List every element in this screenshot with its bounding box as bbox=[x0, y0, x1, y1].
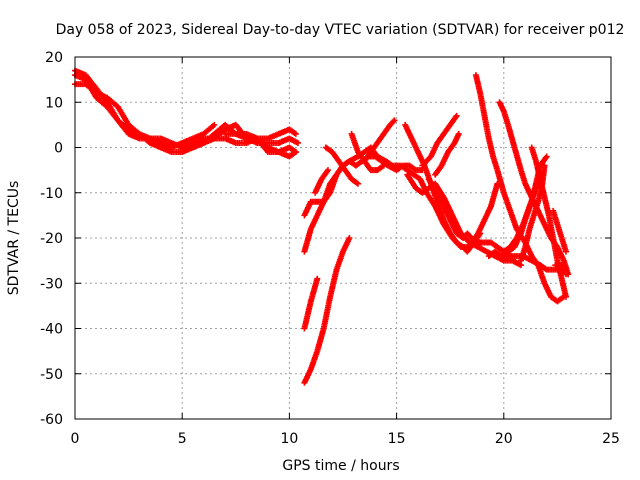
data-point bbox=[562, 293, 569, 300]
data-points bbox=[72, 67, 572, 386]
data-point bbox=[391, 117, 398, 124]
data-point bbox=[324, 167, 331, 174]
y-tick-label: 0 bbox=[54, 141, 63, 157]
series-s13 bbox=[361, 117, 398, 165]
series-s16 bbox=[432, 130, 462, 178]
data-point bbox=[543, 153, 550, 160]
y-tick-label: -10 bbox=[40, 186, 63, 202]
x-axis-label: GPS time / hours bbox=[282, 458, 399, 474]
x-tick-label: 20 bbox=[495, 431, 513, 447]
data-point bbox=[292, 149, 299, 156]
series-s6 bbox=[301, 275, 321, 332]
plot-frame bbox=[74, 56, 612, 420]
data-point bbox=[294, 139, 301, 146]
y-tick-label: 20 bbox=[45, 50, 63, 66]
y-tick-label: -50 bbox=[40, 367, 63, 383]
x-tick-label: 15 bbox=[388, 431, 406, 447]
data-point bbox=[562, 248, 569, 255]
x-tick-label: 0 bbox=[71, 431, 80, 447]
y-tick-label: -40 bbox=[40, 322, 63, 338]
chart-title: Day 058 of 2023, Sidereal Day-to-day VTE… bbox=[56, 22, 625, 38]
data-point bbox=[380, 162, 387, 169]
series-s5 bbox=[222, 130, 299, 160]
data-point bbox=[355, 180, 362, 187]
series-s7 bbox=[301, 235, 353, 386]
data-point bbox=[292, 130, 299, 137]
axis-ticks: 0 5 10 15 20 25 -60 -50 -40 -30 -20 -10 0 10 20 bbox=[40, 50, 620, 447]
data-point bbox=[562, 271, 569, 278]
series-s18 bbox=[402, 121, 484, 255]
x-tick-label: 5 bbox=[178, 431, 187, 447]
x-tick-label: 10 bbox=[280, 431, 298, 447]
data-point bbox=[477, 230, 484, 237]
series-s11 bbox=[322, 144, 362, 187]
series-s12 bbox=[348, 130, 387, 174]
data-point bbox=[211, 121, 218, 128]
y-tick-label: -60 bbox=[40, 412, 63, 428]
y-tick-label: 10 bbox=[45, 95, 63, 111]
y-tick-label: -30 bbox=[40, 276, 63, 292]
series-s10 bbox=[312, 167, 331, 196]
data-point bbox=[314, 275, 321, 282]
data-point bbox=[455, 130, 462, 137]
data-point bbox=[541, 162, 548, 169]
data-point bbox=[453, 112, 460, 119]
series-s26 bbox=[552, 262, 569, 278]
y-tick-label: -20 bbox=[40, 231, 63, 247]
grid-lines bbox=[75, 57, 611, 419]
series-s24 bbox=[528, 144, 569, 300]
series-s25 bbox=[550, 207, 569, 255]
x-tick-label: 25 bbox=[602, 431, 620, 447]
series-s15 bbox=[419, 112, 460, 169]
data-point bbox=[346, 235, 353, 241]
y-axis-label: SDTVAR / TECUs bbox=[6, 181, 22, 296]
data-point bbox=[390, 118, 397, 125]
